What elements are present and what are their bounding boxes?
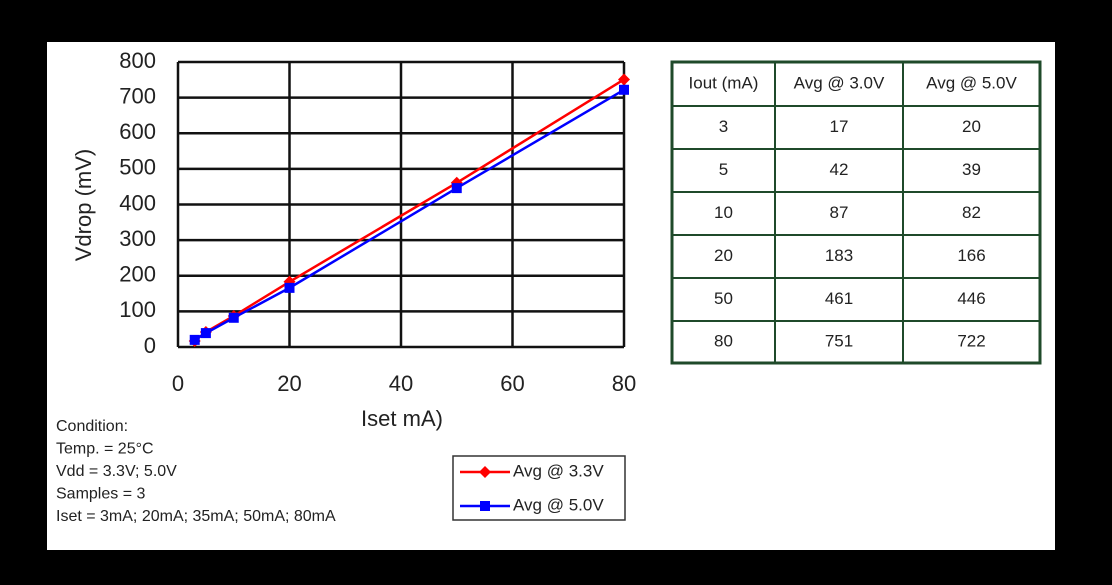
table-header: Iout (mA) <box>689 73 759 92</box>
legend-label: Avg @ 5.0V <box>513 495 604 514</box>
data-point <box>618 73 630 86</box>
table-cell: 3 <box>719 117 728 136</box>
table-cell: 82 <box>962 203 981 222</box>
table-header: Avg @ 5.0V <box>926 73 1017 92</box>
x-tick-label: 20 <box>277 371 301 396</box>
condition-line: Samples = 3 <box>56 486 145 503</box>
table-cell: 751 <box>825 331 853 350</box>
x-tick-label: 40 <box>389 371 413 396</box>
data-point <box>189 334 200 345</box>
y-tick-label: 500 <box>119 155 156 180</box>
condition-line: Iset = 3mA; 20mA; 35mA; 50mA; 80mA <box>56 508 336 525</box>
table-header: Avg @ 3.0V <box>794 73 885 92</box>
table-cell: 20 <box>962 117 981 136</box>
y-tick-label: 200 <box>119 262 156 287</box>
x-tick-label: 80 <box>612 371 636 396</box>
table-cell: 5 <box>719 160 728 179</box>
table-cell: 20 <box>714 246 733 265</box>
table-cell: 39 <box>962 160 981 179</box>
table-cell: 10 <box>714 203 733 222</box>
y-tick-label: 100 <box>119 297 156 322</box>
legend-label: Avg @ 3.3V <box>513 461 604 480</box>
table-cell: 183 <box>825 246 853 265</box>
data-point <box>451 183 462 194</box>
legend-marker <box>479 466 491 478</box>
y-tick-label: 300 <box>119 226 156 251</box>
table-cell: 50 <box>714 289 733 308</box>
table-cell: 17 <box>830 117 849 136</box>
data-point <box>200 328 211 339</box>
table-cell: 461 <box>825 289 853 308</box>
table-cell: 722 <box>957 331 985 350</box>
table-cell: 42 <box>830 160 849 179</box>
y-tick-label: 400 <box>119 190 156 215</box>
condition-line: Vdd = 3.3V; 5.0V <box>56 463 177 480</box>
x-axis-label: Iset mA) <box>361 406 443 431</box>
table-cell: 80 <box>714 331 733 350</box>
data-point <box>284 282 295 293</box>
condition-line: Temp. = 25°C <box>56 441 154 458</box>
y-tick-label: 700 <box>119 83 156 108</box>
condition-line: Condition: <box>56 418 128 435</box>
y-tick-label: 600 <box>119 119 156 144</box>
table-cell: 166 <box>957 246 985 265</box>
x-tick-label: 60 <box>500 371 524 396</box>
data-point <box>228 312 239 323</box>
data-point <box>619 84 629 95</box>
x-tick-label: 0 <box>172 371 184 396</box>
legend-marker <box>480 501 490 511</box>
y-tick-label: 0 <box>144 333 156 358</box>
y-axis-label: Vdrop (mV) <box>71 149 96 261</box>
y-tick-label: 800 <box>119 48 156 73</box>
table-cell: 87 <box>830 203 849 222</box>
table-border <box>670 60 1042 365</box>
table-cell: 446 <box>957 289 985 308</box>
